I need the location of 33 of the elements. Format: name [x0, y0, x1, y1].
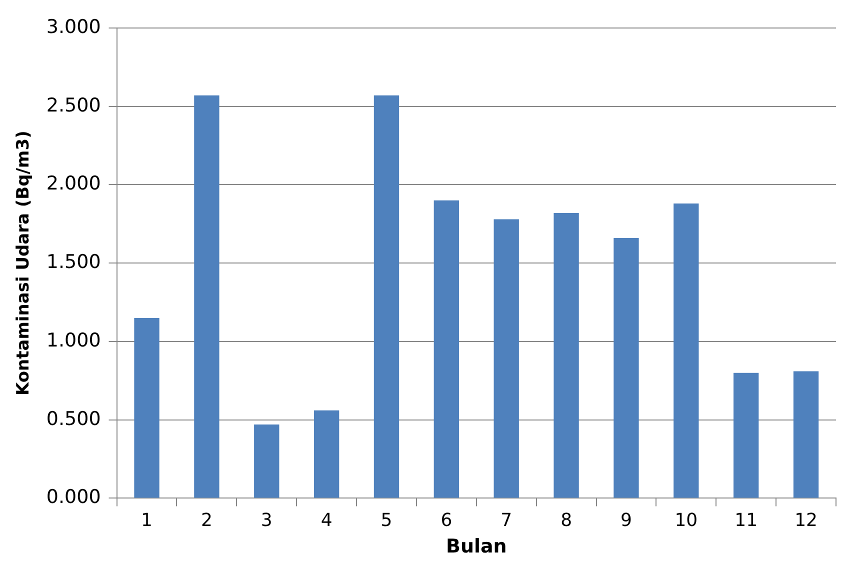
y-axis-title: Kontaminasi Udara (Bq/m3) [14, 130, 34, 396]
y-tick-label: 0.000 [46, 486, 101, 508]
bar [374, 95, 400, 498]
x-axis-title: Bulan [446, 536, 507, 558]
x-tick-label: 6 [440, 510, 452, 531]
bar [134, 318, 160, 498]
bar [734, 372, 759, 498]
y-tick-label: 3.000 [46, 16, 101, 38]
x-tick-label: 1 [141, 510, 152, 531]
x-tick-label: 8 [560, 510, 572, 531]
x-tick-label: 4 [320, 510, 332, 531]
bar [314, 410, 340, 498]
x-tick-label: 11 [734, 510, 758, 531]
y-tick-label: 2.500 [46, 94, 101, 116]
x-tick-label: 2 [200, 510, 212, 531]
x-tick-label: 12 [794, 510, 818, 531]
bar [674, 204, 699, 498]
bar [793, 371, 819, 498]
x-tick-label: 9 [620, 510, 632, 531]
bar [614, 238, 639, 498]
y-tick-label: 2.000 [46, 172, 101, 195]
x-tick-label: 5 [380, 510, 392, 531]
x-tick-label: 3 [260, 510, 272, 531]
y-tick-label: 1.000 [46, 329, 101, 352]
bar [254, 424, 280, 498]
bar [554, 212, 579, 498]
bar [194, 95, 220, 498]
bar [434, 200, 460, 498]
bar [494, 219, 519, 498]
x-tick-label: 7 [500, 510, 512, 531]
x-tick-label: 10 [674, 510, 698, 531]
y-tick-label: 1.500 [46, 251, 101, 274]
y-tick-label: 0.500 [46, 408, 101, 430]
